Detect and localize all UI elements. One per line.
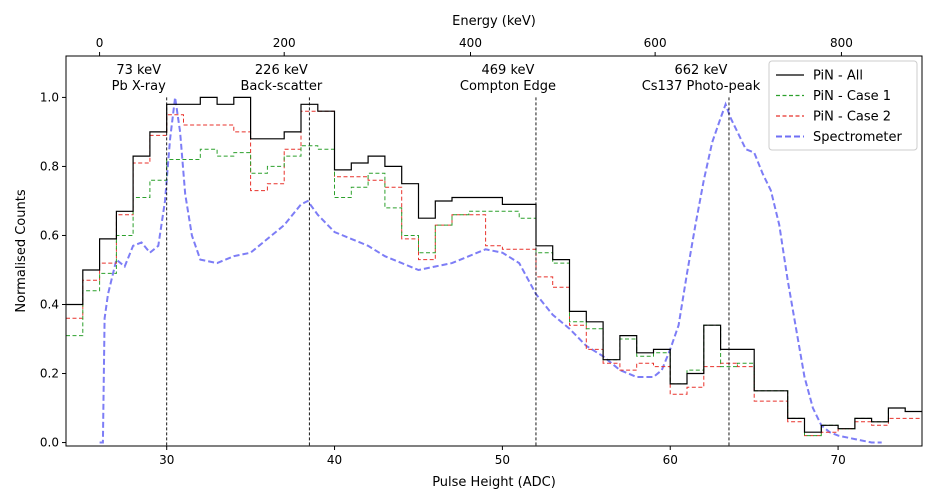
marker-name-label: Compton Edge: [460, 79, 556, 94]
y-tick-label: 0.0: [40, 436, 59, 450]
y-axis-label: Normalised Counts: [14, 189, 29, 312]
series-layer: [66, 96, 922, 444]
marker-energy-label: 226 keV: [255, 63, 308, 78]
top-tick-label: 800: [830, 36, 853, 50]
x-axis-label: Pulse Height (ADC): [432, 475, 556, 490]
x-axis-ticks: 30 40 50 60 70: [159, 446, 846, 467]
y-tick-label: 0.2: [40, 367, 59, 381]
y-tick-label: 1.0: [40, 90, 59, 104]
legend-box: [768, 60, 918, 151]
vline-layer: [166, 97, 730, 446]
plot-frame: [65, 55, 923, 447]
legend: PiN - All PiN - Case 1 PiN - Case 2 Spectro…: [768, 60, 918, 151]
y-tick-label: 0.6: [40, 228, 59, 242]
series-pin-case-1: [66, 145, 922, 437]
legend-label: Spectrometer: [813, 130, 903, 145]
top-axis-label: Energy (keV): [452, 14, 536, 29]
marker-energy-label: 469 keV: [482, 63, 535, 78]
y-axis-ticks: 0.0 0.2 0.4 0.6 0.8 1.0: [40, 90, 66, 450]
x-tick-label: 70: [830, 453, 845, 467]
top-tick-label: 400: [459, 36, 482, 50]
legend-label: PiN - Case 1: [813, 89, 891, 104]
legend-label: PiN - Case 2: [813, 110, 891, 125]
x-tick-label: 60: [663, 453, 678, 467]
spectrometer-series: [99, 97, 882, 444]
marker-energy-label: 73 keV: [116, 63, 161, 78]
marker-name-label: Cs137 Photo-peak: [642, 79, 761, 94]
y-tick-label: 0.4: [40, 297, 59, 311]
top-tick-label: 600: [644, 36, 667, 50]
series-pin-all: [66, 96, 922, 433]
legend-label: PiN - All: [813, 69, 863, 84]
marker-energy-label: 662 keV: [675, 63, 728, 78]
y-tick-label: 0.8: [40, 159, 59, 173]
x-tick-label: 40: [327, 453, 342, 467]
x-tick-label: 50: [495, 453, 510, 467]
marker-name-label: Back-scatter: [241, 79, 323, 94]
top-axis-ticks: 0 200 400 600 800: [96, 36, 853, 56]
marker-name-label: Pb X-ray: [112, 79, 166, 94]
top-tick-label: 200: [273, 36, 296, 50]
x-tick-label: 30: [159, 453, 174, 467]
series-pin-case-2: [66, 110, 922, 437]
top-tick-label: 0: [96, 36, 104, 50]
